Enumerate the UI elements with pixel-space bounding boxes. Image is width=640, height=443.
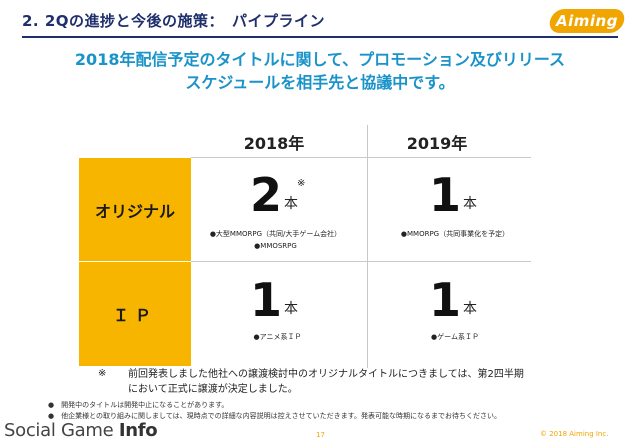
note-mark: ※ <box>297 178 306 189</box>
disclaimer: ● 開発中のタイトルは開発中止になることがあります。 ● 他企業様との取り組みに… <box>48 401 501 420</box>
column-header-2018: 2018年 <box>243 134 305 153</box>
footnote-text: 前回発表しました他社への譲渡検討中のオリジナルタイトルにつきましては、第2四半期… <box>128 369 524 395</box>
headline-line-2: スケジュールを相手先と協議中です。 <box>185 73 455 92</box>
headline: 2018年配信予定のタイトルに関して、プロモーション及びリリース スケジュールを… <box>0 48 640 94</box>
row-label-original: オリジナル <box>79 158 191 261</box>
headline-line-1: 2018年配信予定のタイトルに関して、プロモーション及びリリース <box>74 50 566 69</box>
footnote-mark: ※ <box>98 368 107 379</box>
notes-original-2019: ●MMORPG（共同事業化を予定） <box>400 230 510 238</box>
social-game-info-watermark: Social Game Info <box>4 420 158 441</box>
header-rule <box>22 36 618 38</box>
page-number: 17 <box>316 431 325 439</box>
column-divider <box>367 125 368 368</box>
notes-original-2018: ●大型MMORPG（共同/大手ゲーム会社） ●MMOSRPG <box>209 230 342 250</box>
header-row-divider <box>191 157 531 158</box>
copyright: © 2018 Aiming Inc. <box>540 430 609 438</box>
notes-ip-2018: ●アニメ系ＩＰ <box>253 333 302 341</box>
notes-ip-2019: ●ゲーム系ＩＰ <box>431 333 479 341</box>
aiming-logo: Aiming <box>547 9 627 33</box>
row-divider <box>191 261 531 262</box>
row-label-ip: ＩＰ <box>79 262 191 366</box>
column-header-2019: 2019年 <box>406 134 468 153</box>
page-title: 2. 2Qの進捗と今後の施策： パイプライン <box>22 12 326 30</box>
